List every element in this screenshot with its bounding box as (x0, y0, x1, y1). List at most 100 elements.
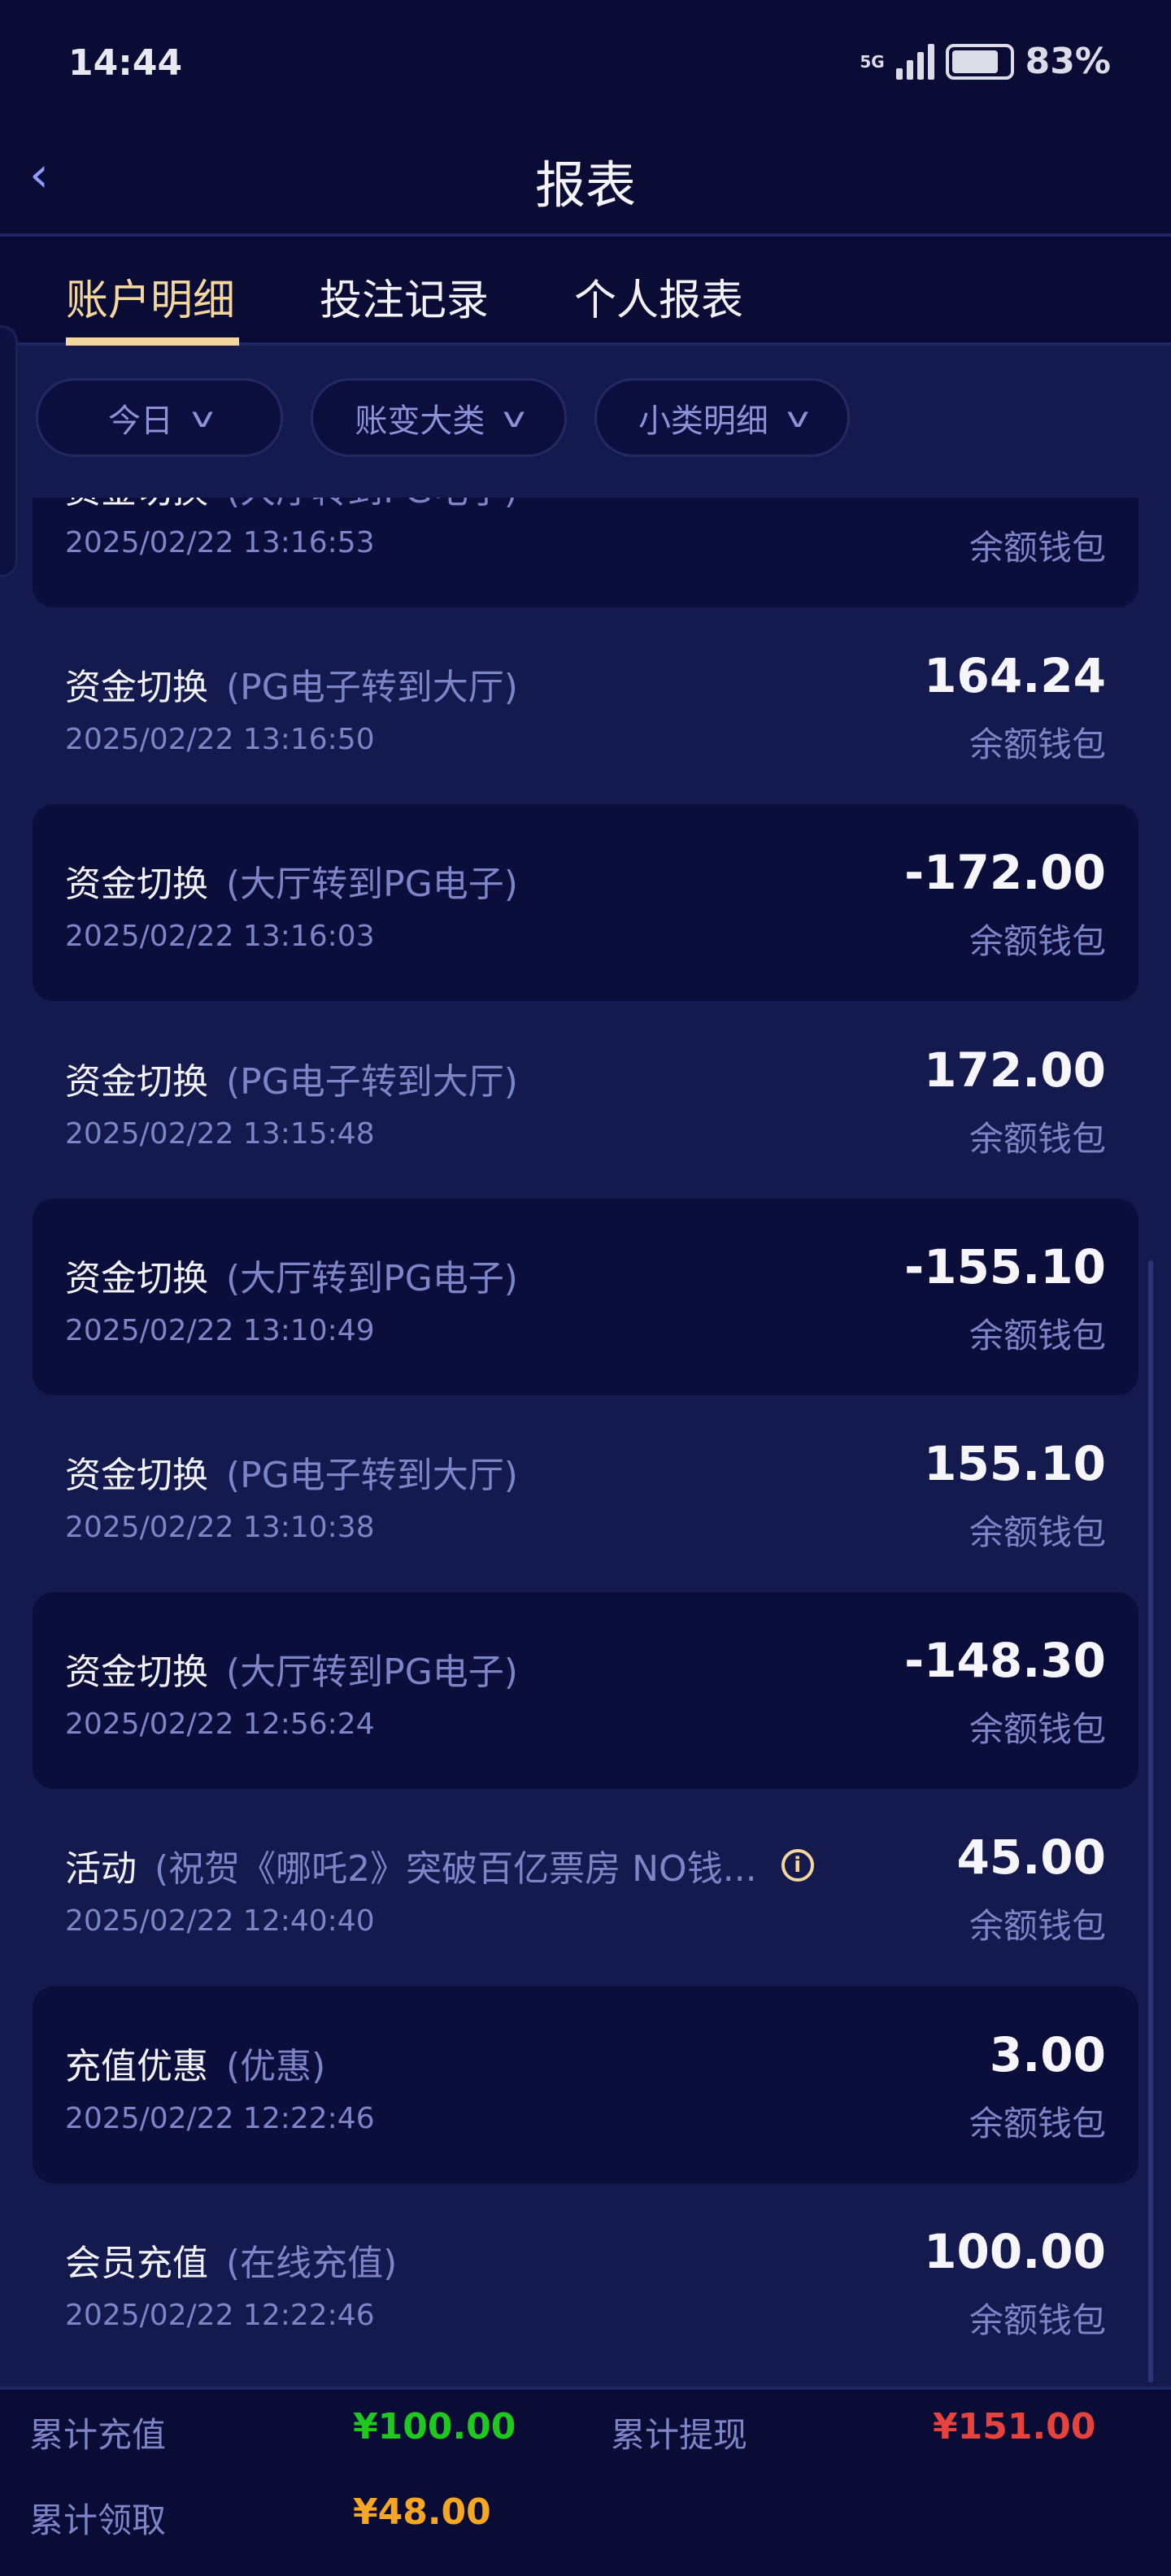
record-amount: 3.00 (989, 2026, 1106, 2082)
record-detail: (大厅转到PG电子) (226, 1651, 518, 1694)
record-date: 2025/02/22 12:40:40 (65, 1904, 375, 1939)
app-header: ‹ 报表 (0, 118, 1171, 237)
record-title: 资金切换 (大厅转到PG电子) (65, 1249, 518, 1301)
record-title: 资金切换 (PG电子转到大厅) (65, 1446, 518, 1498)
record-wallet: 余额钱包 (969, 528, 1106, 568)
record-row[interactable]: 资金切换 (PG电子转到大厅) 2025/02/22 13:16:50 164.24 余… (33, 607, 1138, 804)
record-type: 资金切换 (65, 1060, 208, 1103)
record-date: 2025/02/22 13:15:48 (65, 1116, 375, 1151)
total-claim-value: ¥48.00 (353, 2491, 491, 2533)
record-row[interactable]: 资金切换 (大厅转到PG电子) 2025/02/22 13:16:53 -164.24… (33, 498, 1138, 607)
record-title: 资金切换 (PG电子转到大厅) (65, 1052, 518, 1104)
record-wallet: 余额钱包 (969, 724, 1106, 765)
status-time: 14:44 (68, 42, 183, 84)
filter-category[interactable]: 账变大类 v (311, 378, 567, 457)
record-title: 会员充值 (在线充值) (65, 2234, 397, 2286)
record-detail: (大厅转到PG电子) (226, 1257, 518, 1299)
battery-icon (945, 43, 1014, 80)
tab-bet-records[interactable]: 投注记录 (320, 276, 490, 325)
tab-account-details[interactable]: 账户明细 (66, 276, 236, 325)
record-type: 会员充值 (65, 2242, 208, 2284)
record-detail: (在线充值) (226, 2242, 398, 2284)
filter-date[interactable]: 今日 v (36, 378, 283, 457)
record-row[interactable]: 活动 (祝贺《哪吒2》突破百亿票房 NO钱... i 2025/02/22 12:40… (33, 1789, 1138, 1986)
record-amount: 100.00 (924, 2223, 1106, 2279)
record-row[interactable]: 资金切换 (大厅转到PG电子) 2025/02/22 12:56:24 -148.30… (33, 1592, 1138, 1790)
status-icons: 5G 83% (860, 41, 1111, 82)
total-claim-label: 累计领取 (29, 2500, 167, 2540)
total-withdraw-label: 累计提现 (611, 2415, 748, 2455)
active-tab-indicator (66, 337, 239, 346)
tab-bar: 账户明细 投注记录 个人报表 (0, 237, 1171, 346)
record-detail: (PG电子转到大厅) (226, 1455, 518, 1496)
info-icon[interactable]: i (781, 1849, 814, 1882)
record-title: 资金切换 (大厅转到PG电子) (65, 498, 518, 513)
filter-category-label: 账变大类 (355, 402, 485, 440)
record-list: 资金切换 (大厅转到PG电子) 2025/02/22 13:16:53 -164.24… (0, 498, 1171, 2387)
record-title: 充值优惠 (优惠) (65, 2037, 325, 2089)
record-row[interactable]: 资金切换 (PG电子转到大厅) 2025/02/22 13:10:38 155.10 余… (33, 1395, 1138, 1592)
record-row[interactable]: 资金切换 (PG电子转到大厅) 2025/02/22 13:15:48 172.00 余… (33, 1002, 1138, 1199)
total-deposit-label: 累计充值 (29, 2415, 167, 2455)
record-type: 充值优惠 (65, 2045, 208, 2087)
record-type: 活动 (65, 1848, 137, 1891)
record-title: 资金切换 (大厅转到PG电子) (65, 855, 518, 907)
floating-side-handle[interactable] (0, 325, 18, 577)
record-wallet: 余额钱包 (969, 1709, 1106, 1750)
record-wallet: 余额钱包 (969, 921, 1106, 962)
chevron-down-icon: v (503, 401, 526, 434)
chevron-left-icon[interactable]: ‹ (29, 146, 49, 203)
record-wallet: 余额钱包 (969, 1315, 1106, 1355)
chevron-down-icon: v (786, 401, 810, 434)
record-amount: -155.10 (904, 1238, 1106, 1295)
record-detail: (大厅转到PG电子) (226, 498, 518, 513)
filter-subcategory[interactable]: 小类明细 v (594, 378, 850, 457)
record-amount: 155.10 (924, 1436, 1106, 1491)
filter-bar: 今日 v 账变大类 v 小类明细 v (0, 349, 1171, 498)
record-wallet: 余额钱包 (969, 2300, 1106, 2340)
record-row[interactable]: 会员充值 (在线充值) 2025/02/22 12:22:46 100.00 余额钱包 (33, 2183, 1138, 2380)
record-row[interactable]: 资金切换 (大厅转到PG电子) 2025/02/22 13:10:49 -155.10… (33, 1198, 1138, 1395)
record-type: 资金切换 (65, 1651, 208, 1694)
record-amount: 172.00 (924, 1042, 1106, 1098)
record-type: 资金切换 (65, 498, 208, 513)
record-wallet: 余额钱包 (969, 1118, 1106, 1159)
battery-level: 83% (1025, 41, 1111, 82)
record-date: 2025/02/22 12:56:24 (65, 1708, 375, 1742)
record-amount: -164.24 (904, 498, 1106, 507)
record-title: 资金切换 (PG电子转到大厅) (65, 658, 518, 710)
record-title: 活动 (祝贺《哪吒2》突破百亿票房 NO钱... i (65, 1839, 814, 1891)
filter-date-label: 今日 (107, 402, 173, 440)
status-bar: 14:44 5G 83% (0, 0, 1171, 118)
record-title: 资金切换 (大厅转到PG电子) (65, 1643, 518, 1695)
record-date: 2025/02/22 12:22:46 (65, 2298, 375, 2332)
record-date: 2025/02/22 13:16:50 (65, 723, 375, 757)
record-detail: (大厅转到PG电子) (226, 864, 518, 906)
record-wallet: 余额钱包 (969, 1512, 1106, 1552)
total-withdraw-value: ¥151.00 (933, 2406, 1096, 2448)
record-amount: 45.00 (956, 1830, 1106, 1886)
record-date: 2025/02/22 13:10:38 (65, 1511, 375, 1544)
network-type: 5G (860, 51, 885, 72)
record-wallet: 余额钱包 (969, 2103, 1106, 2143)
record-date: 2025/02/22 13:16:53 (65, 526, 375, 559)
record-date: 2025/02/22 13:16:03 (65, 920, 375, 954)
filter-subcategory-label: 小类明细 (638, 402, 768, 440)
record-detail: (优惠) (226, 2045, 326, 2087)
record-date: 2025/02/22 12:22:46 (65, 2101, 375, 2135)
record-type: 资金切换 (65, 1455, 208, 1496)
record-amount: -172.00 (904, 845, 1106, 901)
record-type: 资金切换 (65, 1257, 208, 1299)
record-type: 资金切换 (65, 667, 208, 709)
scrollbar[interactable] (1148, 1260, 1153, 2382)
record-date: 2025/02/22 13:10:49 (65, 1313, 375, 1347)
record-row[interactable]: 资金切换 (大厅转到PG电子) 2025/02/22 13:16:03 -172.00… (33, 804, 1138, 1002)
record-detail: (祝贺《哪吒2》突破百亿票房 NO钱... (155, 1848, 757, 1891)
total-deposit-value: ¥100.00 (353, 2406, 516, 2448)
tab-personal-report[interactable]: 个人报表 (574, 276, 744, 325)
signal-icon (895, 43, 934, 80)
record-row[interactable]: 充值优惠 (优惠) 2025/02/22 12:22:46 3.00 余额钱包 (33, 1986, 1138, 2183)
summary-footer: 累计充值 ¥100.00 累计提现 ¥151.00 累计领取 ¥48.00 (0, 2387, 1171, 2576)
record-amount: -148.30 (904, 1633, 1106, 1689)
record-type: 资金切换 (65, 864, 208, 906)
